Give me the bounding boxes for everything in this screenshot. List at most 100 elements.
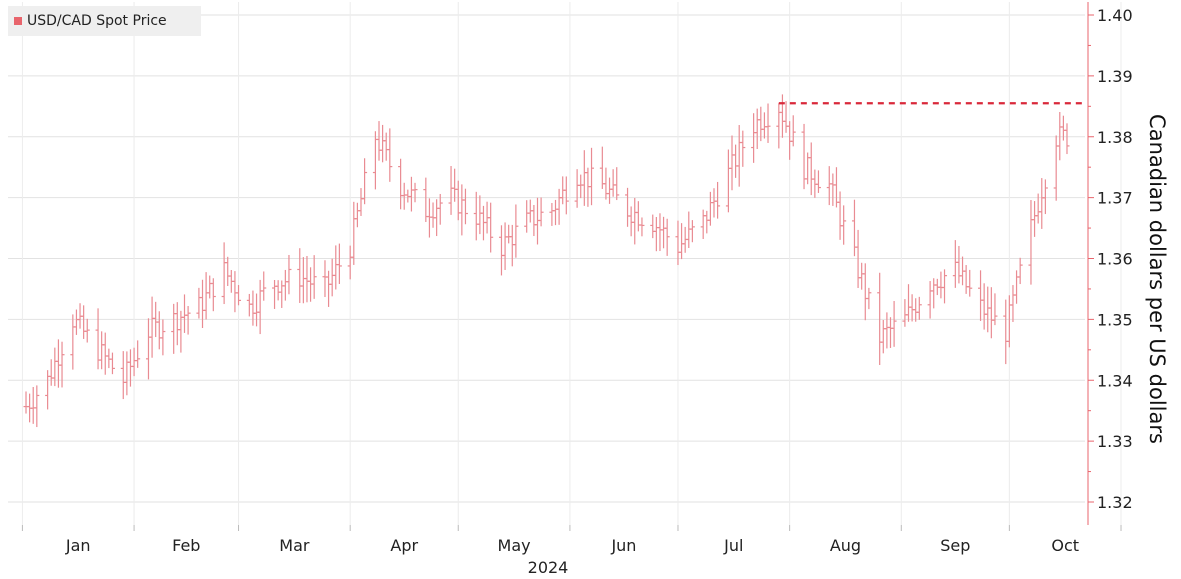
price-bar xyxy=(329,258,335,297)
price-bar xyxy=(761,112,767,139)
price-bar xyxy=(725,149,731,213)
price-bar xyxy=(452,168,458,202)
price-bar xyxy=(23,391,29,414)
price-bar xyxy=(927,281,933,319)
x-tick-label: Oct xyxy=(1051,536,1079,555)
price-bar xyxy=(833,167,839,208)
price-bar xyxy=(859,262,865,290)
price-bar xyxy=(149,296,155,358)
price-bar xyxy=(884,312,890,349)
price-bar xyxy=(538,197,544,227)
price-bar xyxy=(437,193,443,225)
price-bar xyxy=(733,144,739,178)
price-bar xyxy=(826,166,832,206)
price-bar xyxy=(322,260,328,298)
price-bar xyxy=(358,188,364,216)
y-tick-label: 1.34 xyxy=(1097,371,1133,390)
price-bar xyxy=(297,248,303,303)
price-bar xyxy=(607,177,613,204)
price-bar xyxy=(1003,299,1009,365)
price-bar xyxy=(73,309,79,335)
price-bar xyxy=(729,135,735,191)
price-bar xyxy=(181,294,187,333)
price-bar xyxy=(185,306,191,335)
price-bar xyxy=(120,351,126,400)
price-bar xyxy=(1039,178,1045,229)
price-bar xyxy=(261,271,267,301)
price-bar xyxy=(686,211,692,249)
y-tick-label: 1.40 xyxy=(1097,6,1133,25)
price-bar xyxy=(48,359,54,386)
price-bar xyxy=(931,278,937,309)
y-tick-label: 1.39 xyxy=(1097,67,1133,86)
price-bar xyxy=(480,205,486,241)
y-tick-label: 1.36 xyxy=(1097,250,1133,269)
price-bar xyxy=(498,225,504,276)
year-label: 2024 xyxy=(528,558,569,577)
price-bar xyxy=(171,303,177,354)
y-axis-title-text: Canadian dollars per US dollars xyxy=(1145,114,1169,444)
price-bar xyxy=(704,210,710,234)
price-bar xyxy=(426,198,432,238)
y-axis-title: Canadian dollars per US dollars xyxy=(1142,79,1172,479)
price-bar xyxy=(257,279,263,335)
price-bar xyxy=(783,101,789,133)
price-bar xyxy=(711,188,717,218)
price-bar xyxy=(603,167,609,200)
price-bar xyxy=(880,320,886,354)
price-bar xyxy=(740,130,746,167)
price-bar xyxy=(632,197,638,245)
price-bar xyxy=(30,386,36,424)
price-bar xyxy=(679,223,685,260)
price-bar xyxy=(502,222,508,270)
legend: USD/CAD Spot Price xyxy=(8,6,201,36)
price-bar xyxy=(963,265,969,294)
price-bar xyxy=(992,293,998,326)
price-bar xyxy=(956,245,962,284)
price-bar xyxy=(887,317,893,348)
price-bar xyxy=(362,158,368,205)
price-bar xyxy=(203,272,209,320)
price-bar xyxy=(347,245,353,280)
price-bar xyxy=(1064,123,1070,155)
price-bars xyxy=(23,94,1070,428)
x-tick-label: Jun xyxy=(610,536,636,555)
price-bar xyxy=(127,349,133,387)
price-bar xyxy=(477,195,483,235)
price-bar xyxy=(401,182,407,210)
price-bar xyxy=(509,224,515,267)
price-bar xyxy=(866,287,872,310)
price-bar xyxy=(430,202,436,228)
price-bar xyxy=(84,318,90,343)
legend-label: USD/CAD Spot Price xyxy=(27,13,167,29)
price-bar xyxy=(531,204,537,237)
x-tick-label: Jul xyxy=(723,536,743,555)
price-bar xyxy=(664,218,670,256)
price-bar xyxy=(408,176,414,212)
price-bar xyxy=(599,146,605,189)
price-bar xyxy=(830,173,836,206)
price-bar xyxy=(246,293,252,317)
price-bar xyxy=(978,270,984,321)
price-bar xyxy=(779,94,785,138)
x-tick-label: May xyxy=(498,536,531,555)
price-bar xyxy=(160,319,166,356)
price-bar xyxy=(102,332,108,375)
price-bar xyxy=(736,125,742,187)
x-tick-label: Mar xyxy=(279,536,310,555)
price-bar xyxy=(758,106,764,142)
price-bar xyxy=(106,348,112,369)
price-bar xyxy=(1042,179,1048,215)
price-bar xyxy=(387,128,393,182)
price-bar xyxy=(589,147,595,206)
price-bar xyxy=(902,299,908,327)
price-bar xyxy=(837,191,843,240)
price-bar xyxy=(311,255,317,299)
price-bar xyxy=(906,284,912,322)
price-bar xyxy=(326,270,332,307)
price-bar xyxy=(776,103,782,149)
price-bar xyxy=(380,124,386,163)
price-bar xyxy=(578,174,584,199)
price-bar xyxy=(434,199,440,237)
